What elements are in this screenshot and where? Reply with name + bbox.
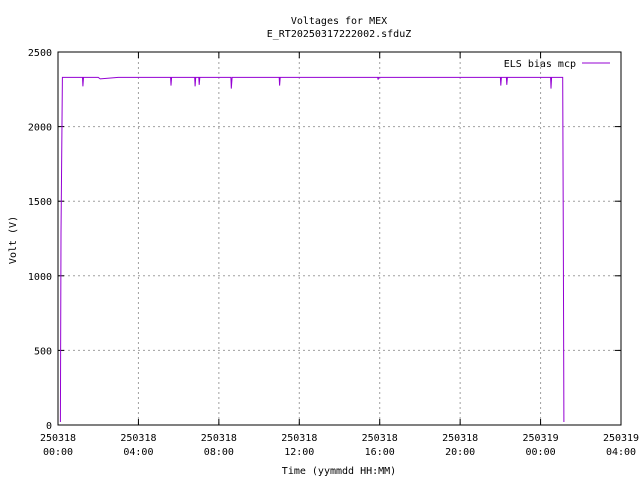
x-tick-label-date: 250318	[281, 433, 317, 444]
series-line-0	[59, 76, 565, 423]
x-tick-label-date: 250318	[362, 433, 398, 444]
series-layer	[59, 76, 565, 423]
grid	[58, 52, 621, 425]
chart-subtitle: E_RT20250317222002.sfduZ	[267, 29, 412, 40]
y-tick-label: 0	[46, 421, 52, 432]
x-axis-label: Time (yymmdd HH:MM)	[282, 466, 396, 477]
x-tick-label-date: 250318	[40, 433, 76, 444]
plot-frame	[57, 51, 622, 426]
y-tick-labels: 0 500 1000 1500 2000 2500	[28, 48, 52, 432]
y-tick-label: 2500	[28, 48, 52, 59]
x-tick-label-date: 250318	[120, 433, 156, 444]
x-tick-label-date: 250319	[603, 433, 639, 444]
y-axis-label: Volt (V)	[8, 216, 19, 264]
x-tick-label-time: 00:00	[526, 447, 556, 458]
legend-label-els-bias-mcp: ELS bias mcp	[504, 59, 576, 70]
x-tick-label-time: 20:00	[445, 447, 475, 458]
y-tick-label: 2000	[28, 123, 52, 134]
legend: ELS bias mcp	[504, 59, 610, 70]
x-tick-label-time: 04:00	[123, 447, 153, 458]
chart-title: Voltages for MEX	[291, 16, 387, 27]
x-tick-label-time: 12:00	[284, 447, 314, 458]
y-tick-label: 500	[34, 346, 52, 357]
x-tick-label-time: 16:00	[365, 447, 395, 458]
x-tick-label-time: 08:00	[204, 447, 234, 458]
x-tick-labels: 250318 00:00 250318 04:00 250318 08:00 250318 1…	[40, 433, 639, 458]
y-tick-label: 1500	[28, 197, 52, 208]
x-tick-label-date: 250319	[523, 433, 559, 444]
x-tick-label-time: 00:00	[43, 447, 73, 458]
x-tick-label-date: 250318	[442, 433, 478, 444]
x-tick-label-time: 04:00	[606, 447, 636, 458]
y-tick-label: 1000	[28, 272, 52, 283]
x-tick-label-date: 250318	[201, 433, 237, 444]
